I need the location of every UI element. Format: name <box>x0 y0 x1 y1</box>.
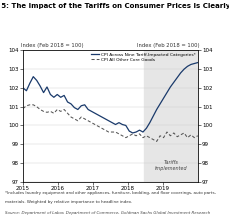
Legend: CPI Across Nine Tariff-Impacted Categories*, CPI All Other Core Goods: CPI Across Nine Tariff-Impacted Categori… <box>90 53 195 62</box>
Text: Exhibit 5: The Impact of the Tariffs on Consumer Prices Is Clearly Visible: Exhibit 5: The Impact of the Tariffs on … <box>0 3 229 9</box>
Text: materials. Weighted by relative importance to headline index.: materials. Weighted by relative importan… <box>5 200 131 204</box>
Text: Index (Feb 2018 = 100): Index (Feb 2018 = 100) <box>21 43 84 48</box>
Bar <box>143 50 197 182</box>
Text: Index (Feb 2018 = 100): Index (Feb 2018 = 100) <box>136 43 199 48</box>
Text: Source: Department of Labor, Department of Commerce, Goldman Sachs Global Invest: Source: Department of Labor, Department … <box>5 210 209 215</box>
Text: Tariffs
Implemented: Tariffs Implemented <box>154 160 186 171</box>
Text: *Includes laundry equipment and other appliances, furniture, bedding, and floor : *Includes laundry equipment and other ap… <box>5 191 215 195</box>
